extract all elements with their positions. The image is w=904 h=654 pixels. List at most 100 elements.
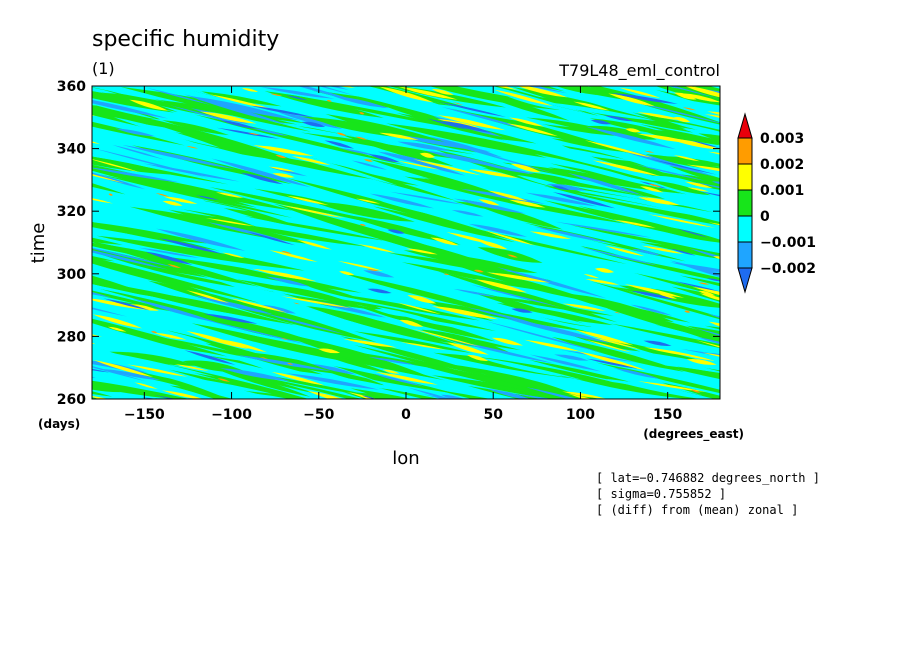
streak-positive — [200, 111, 257, 124]
streak-negative-weak — [92, 247, 180, 269]
streak-positive — [524, 339, 581, 352]
streak-positive — [375, 371, 438, 385]
y-tick-label: 300 — [57, 267, 86, 283]
streak-positive — [641, 245, 684, 254]
streak-negative-weak — [156, 228, 246, 251]
streak-near-zero — [302, 167, 451, 208]
streak-positive — [478, 199, 500, 206]
streak-positive — [625, 128, 641, 133]
streak-positive-weak — [162, 120, 230, 136]
streak-positive-weak — [676, 366, 720, 377]
streak-positive — [52, 158, 82, 167]
streak-positive-weak — [120, 86, 309, 125]
streak-near-zero — [294, 261, 382, 278]
streak-near-zero — [374, 309, 417, 317]
streak-positive — [575, 329, 634, 346]
streak-positive-strong — [726, 173, 739, 177]
streak-positive — [486, 272, 551, 283]
streak-positive — [269, 250, 318, 263]
streak-positive — [128, 304, 159, 311]
streak-positive — [495, 86, 518, 90]
streak-positive — [487, 190, 528, 202]
streak-positive-weak — [312, 351, 392, 374]
streak-negative-weak — [92, 172, 146, 190]
streak-negative-weak — [191, 96, 282, 116]
streak-positive — [686, 164, 720, 172]
streak-positive — [430, 237, 459, 246]
y-tick-label: 360 — [57, 79, 86, 95]
streak-positive-weak — [526, 86, 535, 88]
streak-positive-weak — [387, 252, 553, 281]
streak-negative-weak — [351, 160, 388, 170]
streak-positive-weak — [449, 378, 540, 394]
y-tick-label: 280 — [57, 329, 86, 345]
streak-positive — [573, 101, 610, 111]
streak-positive — [92, 141, 101, 145]
streak-positive-weak — [96, 235, 305, 271]
streak-negative-weak — [337, 147, 378, 156]
streak-near-zero — [574, 192, 709, 218]
streak-positive — [636, 133, 698, 144]
streak-positive-weak — [92, 280, 296, 326]
streak-negative-weak — [630, 304, 673, 316]
colorbar-band — [737, 241, 753, 269]
streak-near-zero — [92, 192, 217, 218]
streak-positive — [529, 231, 572, 240]
streak-near-zero — [667, 121, 720, 135]
streak-positive-weak — [92, 391, 113, 397]
streak-positive — [356, 198, 381, 204]
streak-positive-weak — [403, 250, 538, 274]
streak-near-zero — [207, 86, 261, 99]
streak-negative-weak — [468, 223, 528, 237]
streak-positive — [507, 123, 559, 137]
streak-positive-strong — [150, 331, 158, 334]
streak-near-zero — [309, 158, 430, 180]
streak-negative — [426, 118, 469, 130]
anomaly-field — [52, 68, 739, 413]
y-unit-label: (days) — [38, 417, 80, 431]
streak-near-zero — [649, 355, 720, 371]
streak-negative-weak — [623, 402, 653, 407]
streak-negative — [707, 278, 720, 282]
streak-positive-weak — [92, 168, 293, 211]
streak-positive-strong — [275, 154, 287, 159]
streak-negative-weak — [211, 158, 311, 188]
streak-negative-weak — [236, 354, 333, 372]
x-tick-label: 0 — [401, 407, 411, 423]
streak-positive — [296, 239, 332, 250]
streak-positive — [687, 187, 709, 192]
streak-negative — [590, 119, 612, 125]
streak-positive-strong — [531, 82, 540, 84]
streak-positive-strong — [336, 132, 347, 136]
streak-positive-weak — [511, 86, 694, 133]
streak-positive-weak — [296, 115, 428, 140]
streak-negative-weak — [451, 210, 484, 217]
streak-positive-weak — [375, 311, 437, 325]
streak-near-zero — [283, 383, 349, 399]
streak-negative-weak — [453, 288, 497, 298]
streak-near-zero — [551, 89, 653, 120]
streak-negative — [164, 400, 215, 413]
streak-negative — [644, 80, 666, 85]
streak-negative-weak — [312, 364, 357, 375]
streak-positive — [437, 115, 506, 131]
streak-near-zero — [530, 269, 652, 301]
streak-positive-strong — [644, 150, 655, 153]
streak-positive — [585, 278, 620, 285]
streak-negative-weak — [613, 367, 661, 379]
streak-positive-weak — [100, 174, 293, 218]
streak-negative — [439, 102, 507, 118]
streak-negative-weak — [689, 248, 720, 259]
streak-near-zero — [153, 68, 197, 80]
streak-positive — [605, 245, 645, 257]
streak-positive-strong — [287, 363, 294, 365]
streak-positive-weak — [92, 183, 126, 195]
streak-positive-weak — [92, 256, 115, 262]
streak-negative-weak — [389, 191, 466, 205]
streak-positive — [718, 387, 720, 388]
x-tick-label: −50 — [303, 407, 334, 423]
streak-negative-weak — [251, 127, 290, 137]
streak-negative-weak — [546, 183, 586, 191]
colorbar-band — [737, 215, 753, 243]
streak-negative-weak — [122, 144, 237, 170]
